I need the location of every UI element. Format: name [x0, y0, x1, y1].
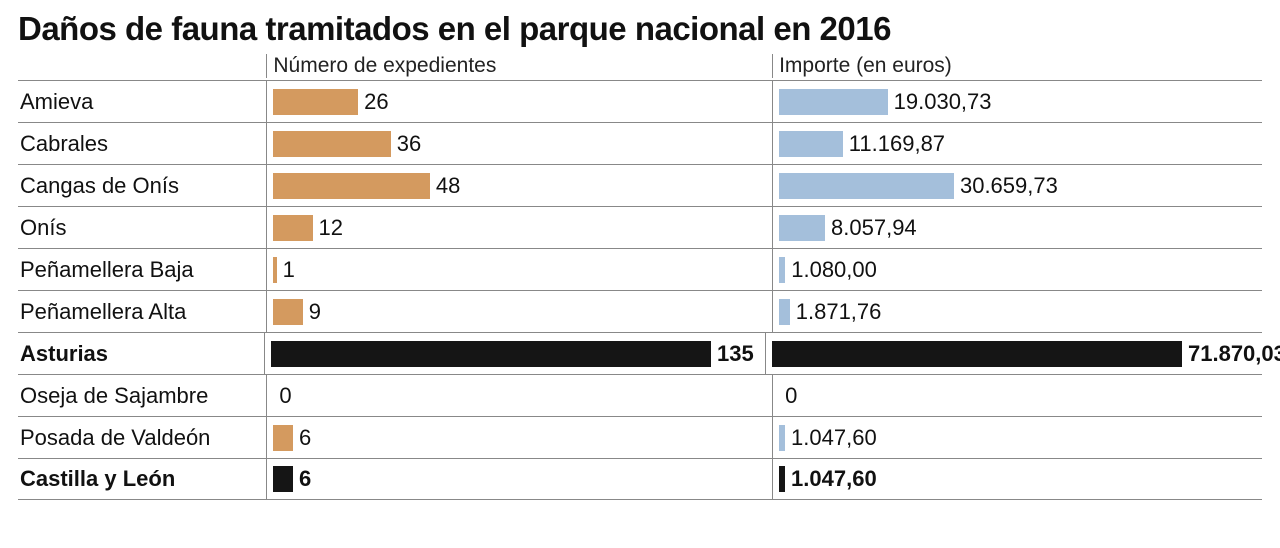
chart-title: Daños de fauna tramitados en el parque n…	[18, 10, 1262, 48]
importe-value: 1.047,60	[791, 425, 877, 451]
expedientes-cell: 1	[266, 249, 772, 290]
row-label: Posada de Valdeón	[18, 425, 266, 451]
expedientes-value: 0	[279, 383, 291, 409]
table-row: Peñamellera Alta 9 1.871,76	[18, 290, 1262, 332]
importe-cell: 71.870,03	[765, 333, 1262, 374]
header-expedientes: Número de expedientes	[266, 54, 772, 78]
importe-cell: 19.030,73	[772, 81, 1262, 122]
importe-value: 8.057,94	[831, 215, 917, 241]
expedientes-value: 6	[299, 466, 311, 492]
expedientes-value: 48	[436, 173, 460, 199]
expedientes-cell: 135	[264, 333, 765, 374]
importe-cell: 0	[772, 375, 1262, 416]
table-row: Amieva 26 19.030,73	[18, 80, 1262, 122]
expedientes-value: 1	[283, 257, 295, 283]
expedientes-cell: 9	[266, 291, 772, 332]
importe-cell: 11.169,87	[772, 123, 1262, 164]
header-spacer	[18, 54, 266, 78]
expedientes-cell: 6	[266, 417, 772, 458]
row-label: Amieva	[18, 89, 266, 115]
importe-bar	[779, 299, 790, 325]
row-label: Asturias	[18, 341, 264, 367]
importe-bar	[779, 466, 785, 492]
expedientes-bar	[273, 173, 429, 199]
importe-value: 1.047,60	[791, 466, 877, 492]
importe-value: 1.080,00	[791, 257, 877, 283]
column-headers: Número de expedientes Importe (en euros)	[18, 54, 1262, 78]
importe-value: 30.659,73	[960, 173, 1058, 199]
expedientes-cell: 26	[266, 81, 772, 122]
expedientes-bar	[273, 466, 293, 492]
header-importe: Importe (en euros)	[772, 54, 1262, 78]
expedientes-cell: 48	[266, 165, 772, 206]
importe-value: 11.169,87	[849, 131, 945, 157]
table-row: Oseja de Sajambre 0 0	[18, 374, 1262, 416]
expedientes-value: 36	[397, 131, 421, 157]
expedientes-value: 12	[319, 215, 343, 241]
table-row: Castilla y León 6 1.047,60	[18, 458, 1262, 500]
expedientes-cell: 36	[266, 123, 772, 164]
importe-bar	[779, 131, 843, 157]
importe-value: 71.870,03	[1188, 341, 1280, 367]
importe-cell: 1.047,60	[772, 459, 1262, 499]
importe-bar	[772, 341, 1182, 367]
expedientes-value: 9	[309, 299, 321, 325]
table-row: Peñamellera Baja 1 1.080,00	[18, 248, 1262, 290]
expedientes-bar	[271, 341, 711, 367]
expedientes-bar	[273, 425, 293, 451]
table-row: Cangas de Onís 48 30.659,73	[18, 164, 1262, 206]
table-row: Asturias 135 71.870,03	[18, 332, 1262, 374]
row-label: Onís	[18, 215, 266, 241]
importe-cell: 1.047,60	[772, 417, 1262, 458]
chart-container: Daños de fauna tramitados en el parque n…	[0, 0, 1280, 500]
chart-rows: Amieva 26 19.030,73 Cabrales 36 11.169,87 Cang…	[18, 80, 1262, 500]
importe-value: 19.030,73	[894, 89, 992, 115]
importe-cell: 8.057,94	[772, 207, 1262, 248]
table-row: Posada de Valdeón 6 1.047,60	[18, 416, 1262, 458]
expedientes-value: 135	[717, 341, 754, 367]
expedientes-bar	[273, 299, 302, 325]
expedientes-cell: 0	[266, 375, 772, 416]
expedientes-cell: 6	[266, 459, 772, 499]
expedientes-bar	[273, 89, 358, 115]
row-label: Castilla y León	[18, 466, 266, 492]
importe-bar	[779, 173, 954, 199]
importe-value: 1.871,76	[796, 299, 882, 325]
table-row: Cabrales 36 11.169,87	[18, 122, 1262, 164]
row-label: Cabrales	[18, 131, 266, 157]
importe-bar	[779, 425, 785, 451]
importe-bar	[779, 215, 825, 241]
importe-bar	[779, 89, 888, 115]
expedientes-bar	[273, 215, 312, 241]
expedientes-bar	[273, 257, 276, 283]
row-label: Oseja de Sajambre	[18, 383, 266, 409]
expedientes-cell: 12	[266, 207, 772, 248]
expedientes-value: 6	[299, 425, 311, 451]
row-label: Cangas de Onís	[18, 173, 266, 199]
importe-cell: 30.659,73	[772, 165, 1262, 206]
importe-bar	[779, 257, 785, 283]
row-label: Peñamellera Alta	[18, 299, 266, 325]
expedientes-value: 26	[364, 89, 388, 115]
importe-cell: 1.080,00	[772, 249, 1262, 290]
importe-cell: 1.871,76	[772, 291, 1262, 332]
table-row: Onís 12 8.057,94	[18, 206, 1262, 248]
expedientes-bar	[273, 131, 390, 157]
importe-value: 0	[785, 383, 797, 409]
row-label: Peñamellera Baja	[18, 257, 266, 283]
